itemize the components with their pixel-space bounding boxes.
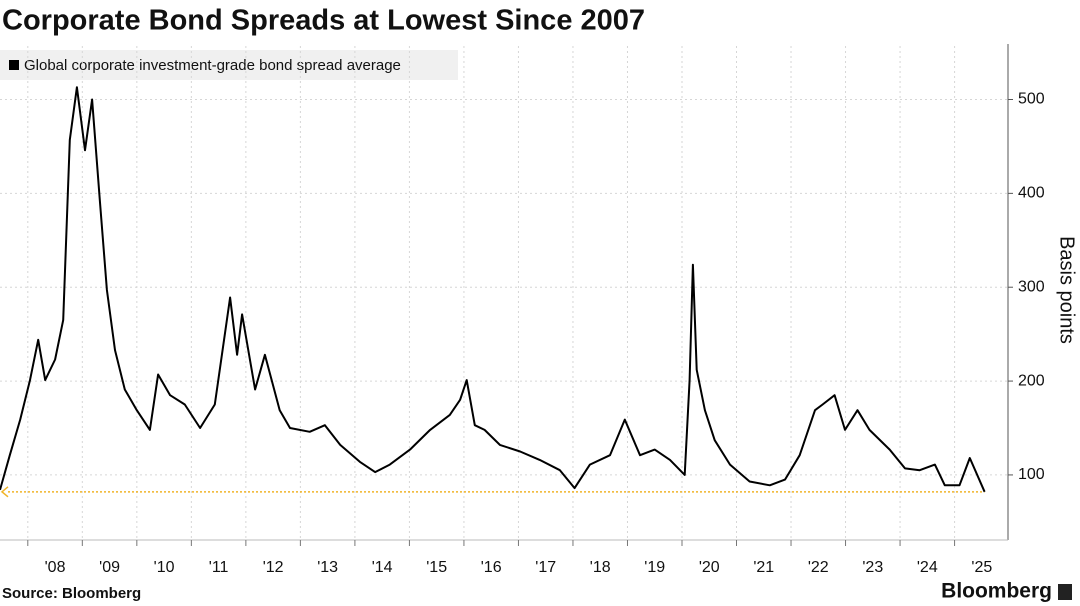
brand: Bloomberg [941, 580, 1052, 603]
x-tick-label: '20 [699, 559, 720, 576]
x-tick-label: '25 [971, 559, 992, 576]
x-tick-label: '16 [481, 559, 502, 576]
legend-label: Global corporate investment-grade bond s… [24, 57, 401, 74]
x-tick-label: '11 [209, 559, 229, 576]
y-tick-label: 300 [1018, 278, 1045, 295]
y-tick-label: 200 [1018, 372, 1045, 389]
x-tick-label: '21 [753, 559, 774, 576]
x-tick-label: '09 [99, 559, 120, 576]
reference-arrow [0, 486, 9, 498]
series-line [0, 86, 986, 493]
x-tick-label: '14 [372, 559, 393, 576]
x-tick-label: '13 [317, 559, 338, 576]
y-tick-label: 500 [1018, 91, 1045, 108]
x-tick-label: '22 [808, 559, 829, 576]
source: Source: Bloomberg [2, 585, 141, 602]
legend-swatch [9, 60, 19, 70]
x-tick-label: '24 [917, 559, 938, 576]
x-tick-label: '12 [263, 559, 284, 576]
chart-title: Corporate Bond Spreads at Lowest Since 2… [2, 5, 645, 37]
x-tick-label: '23 [862, 559, 883, 576]
y-tick-label: 400 [1018, 185, 1045, 202]
x-tick-label: '17 [535, 559, 556, 576]
x-tick-label: '19 [644, 559, 665, 576]
x-tick-label: '15 [426, 559, 447, 576]
x-tick-label: '18 [590, 559, 611, 576]
y-axis-label: Basis points [1056, 236, 1078, 344]
x-tick-label: '10 [154, 559, 175, 576]
x-tick-label: '08 [45, 559, 66, 576]
legend-box [0, 50, 458, 80]
brand-icon [1058, 584, 1072, 600]
y-tick-label: 100 [1018, 466, 1045, 483]
